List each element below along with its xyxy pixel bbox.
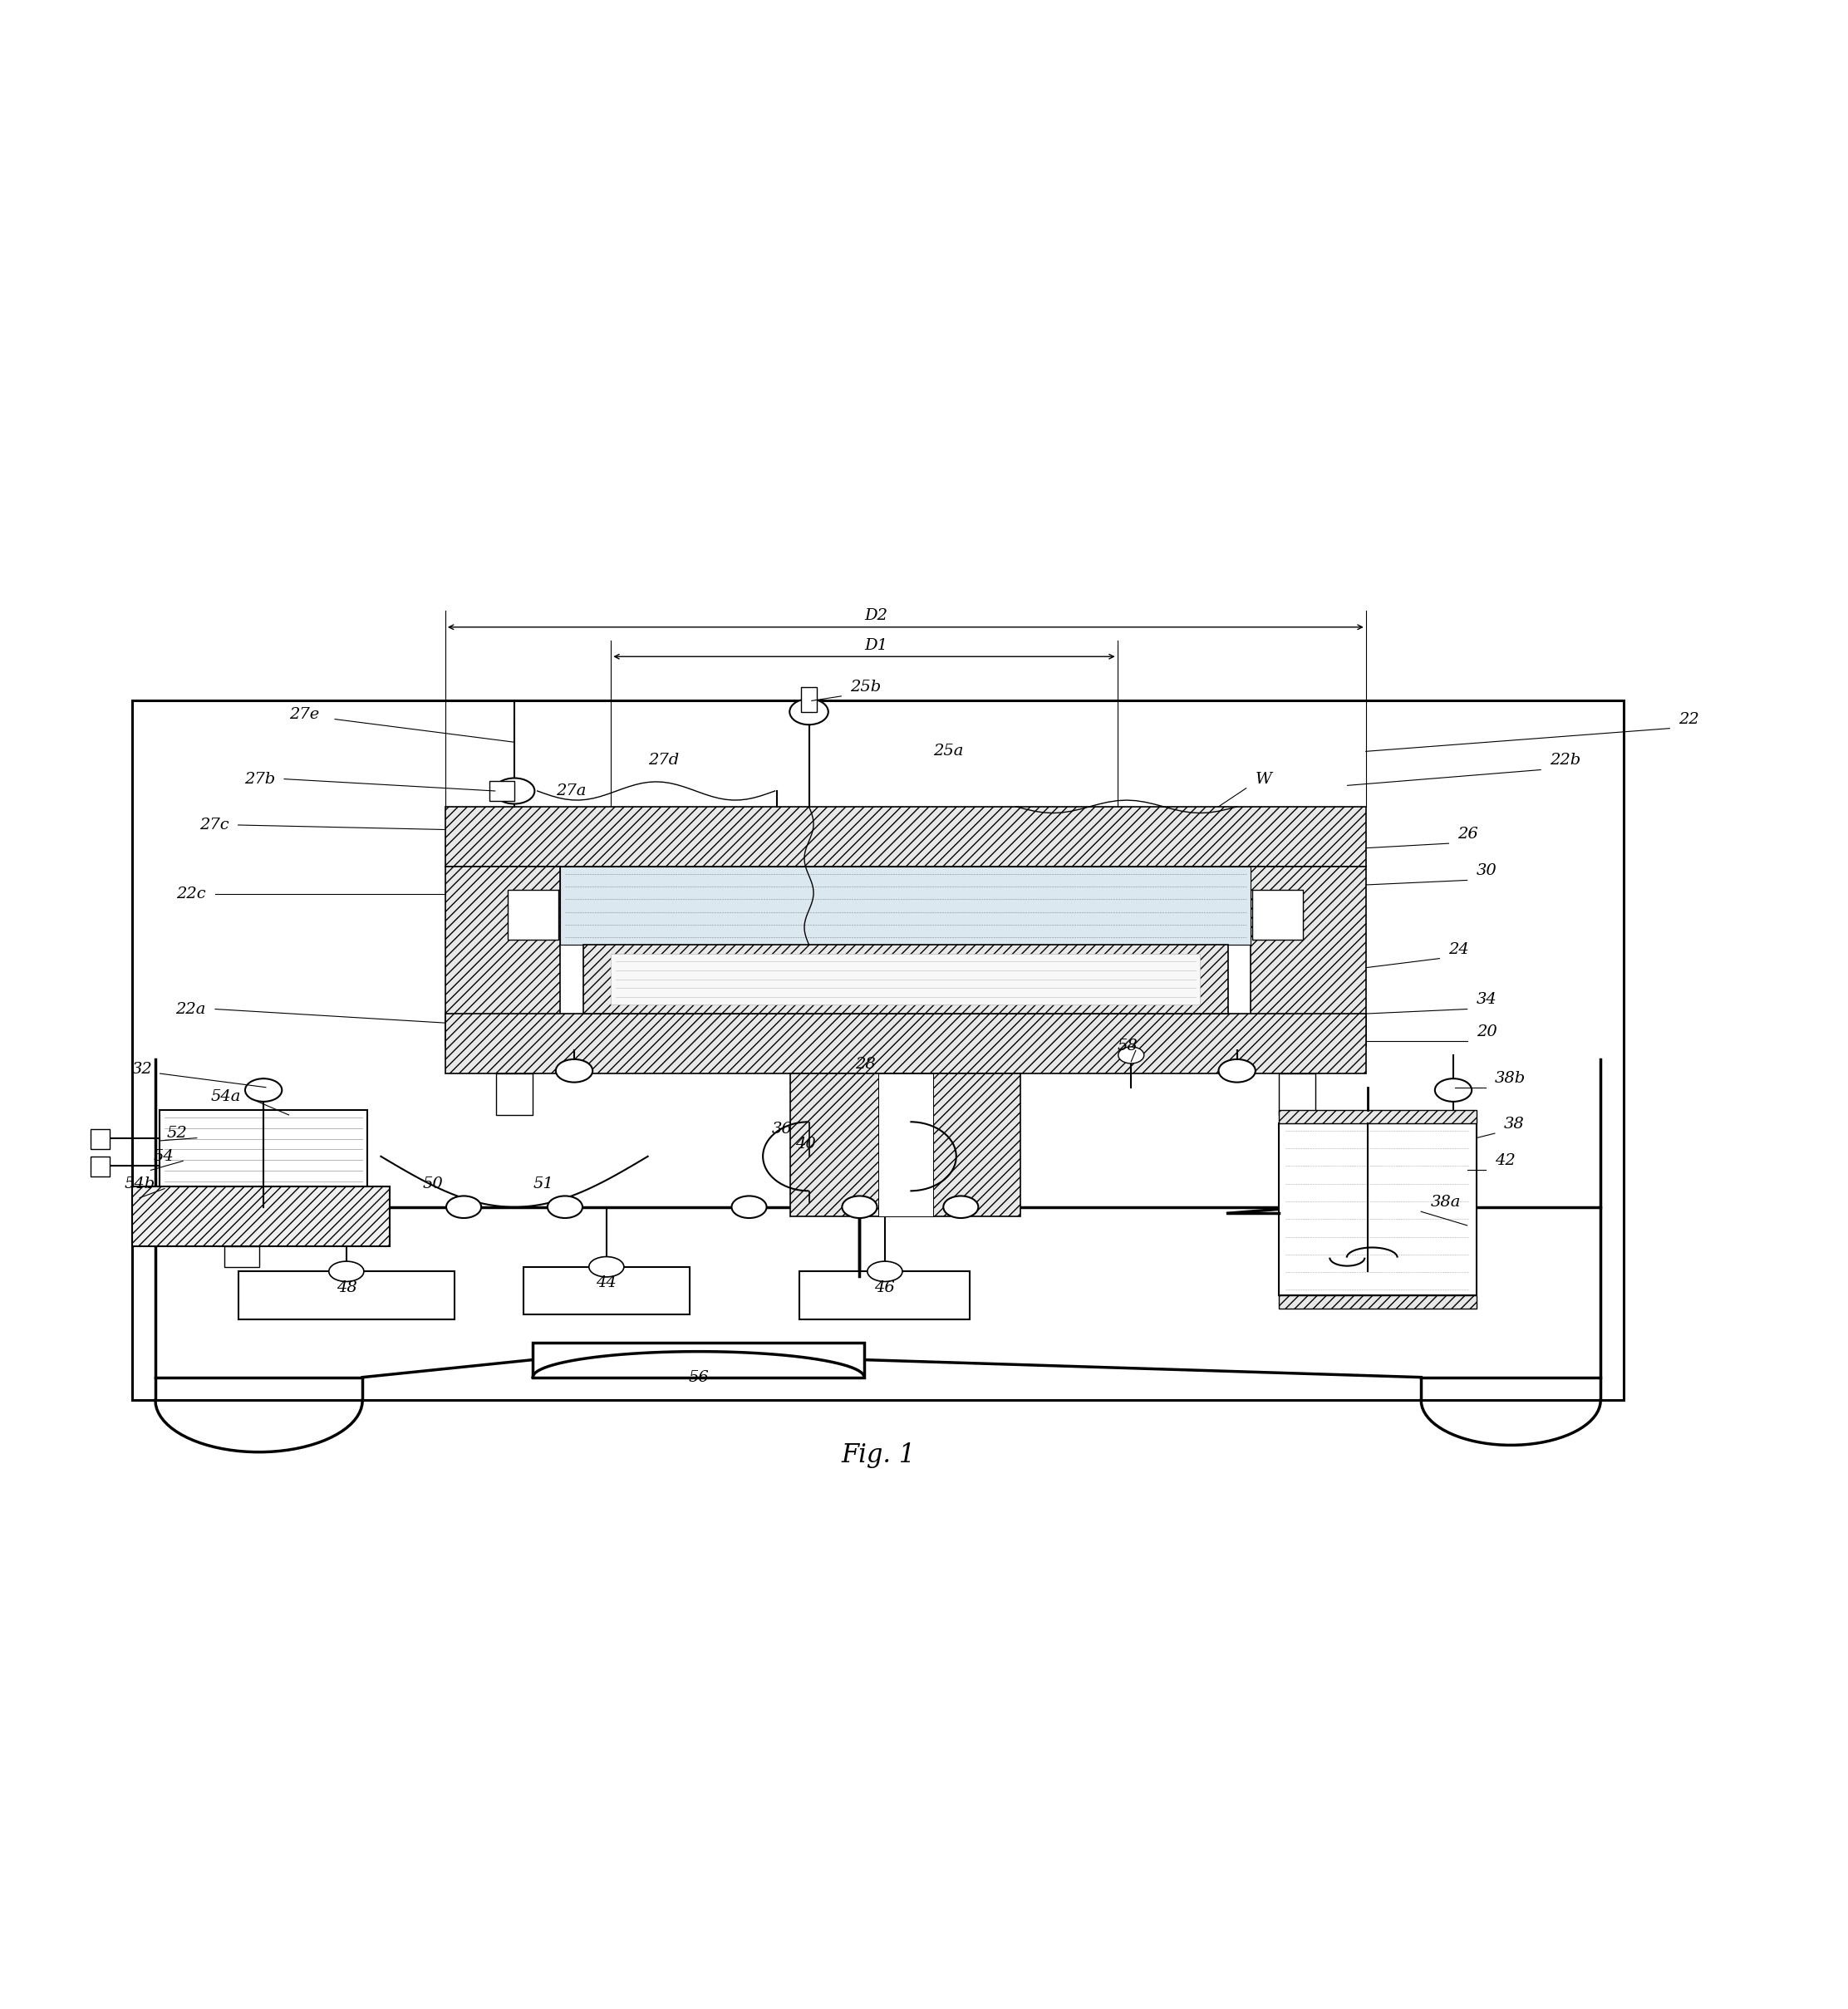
Ellipse shape [246,1079,283,1101]
Ellipse shape [867,1262,902,1282]
Text: 40: 40 [795,1137,815,1151]
Text: 46: 46 [874,1280,894,1296]
Bar [445,1015,1366,1073]
Bar [445,806,1366,866]
Text: D2: D2 [865,609,887,623]
Ellipse shape [493,777,534,804]
Ellipse shape [1218,1059,1255,1083]
Text: D1: D1 [865,639,887,653]
Text: 42: 42 [1495,1153,1515,1169]
Bar [161,1111,368,1189]
Bar [800,1272,970,1320]
Text: 38a: 38a [1430,1195,1460,1209]
Ellipse shape [329,1262,364,1282]
Bar [791,1073,1020,1215]
Text: 54a: 54a [211,1089,240,1105]
Bar [133,1187,390,1246]
Ellipse shape [547,1195,582,1217]
Text: 38b: 38b [1495,1071,1526,1085]
Text: 30: 30 [1477,864,1497,878]
Bar [1279,1111,1477,1123]
Bar [532,1342,865,1378]
Ellipse shape [942,1195,978,1217]
Bar [238,1272,455,1320]
Text: Fig. 1: Fig. 1 [841,1442,915,1469]
Ellipse shape [1434,1079,1471,1101]
Text: W: W [1255,771,1271,786]
Bar [878,1073,933,1215]
Bar [495,1073,532,1115]
Text: 27e: 27e [288,707,320,721]
Text: 52: 52 [166,1125,187,1141]
Text: 25b: 25b [850,679,881,695]
Text: 34: 34 [1477,992,1497,1007]
Bar [1253,890,1303,940]
Text: 22a: 22a [176,1002,205,1017]
Text: 26: 26 [1458,828,1478,842]
Text: 27d: 27d [649,753,678,767]
Text: 22: 22 [1678,711,1700,727]
Text: 22c: 22c [176,886,205,902]
Text: 51: 51 [532,1177,553,1191]
Bar [133,701,1624,1400]
Ellipse shape [732,1195,767,1217]
Bar [800,687,817,711]
Bar [523,1268,689,1314]
Text: 32: 32 [133,1061,153,1077]
Ellipse shape [789,699,828,725]
Bar [612,954,1199,1004]
Text: 44: 44 [597,1276,617,1290]
Bar [584,944,1227,1015]
Bar [1279,1123,1477,1296]
Text: 27b: 27b [244,771,275,786]
Text: 54b: 54b [124,1177,155,1191]
Ellipse shape [590,1258,625,1278]
Bar [91,1129,109,1149]
Text: 20: 20 [1477,1025,1497,1039]
Text: 54: 54 [153,1149,174,1163]
Polygon shape [532,1352,865,1378]
Text: 27a: 27a [556,784,586,798]
Text: 24: 24 [1449,942,1469,956]
Bar [1279,1296,1477,1308]
Bar [91,1157,109,1177]
Ellipse shape [843,1195,878,1217]
Text: 48: 48 [336,1280,357,1296]
Bar [445,866,560,1047]
Bar [224,1246,259,1268]
Text: 25a: 25a [933,743,963,759]
Bar [490,782,514,802]
Text: 28: 28 [856,1057,876,1073]
Ellipse shape [556,1059,593,1083]
Bar [508,890,558,940]
Text: 50: 50 [423,1177,444,1191]
Ellipse shape [445,1195,480,1217]
Text: 22b: 22b [1550,753,1580,767]
Ellipse shape [1118,1047,1144,1063]
Text: 36: 36 [772,1121,793,1137]
Bar [1251,866,1366,1047]
Text: 38: 38 [1504,1117,1525,1131]
Text: 56: 56 [687,1370,710,1384]
Text: 58: 58 [1118,1039,1138,1053]
Bar [1279,1073,1316,1115]
Text: 27c: 27c [200,818,229,832]
Bar [560,866,1251,944]
